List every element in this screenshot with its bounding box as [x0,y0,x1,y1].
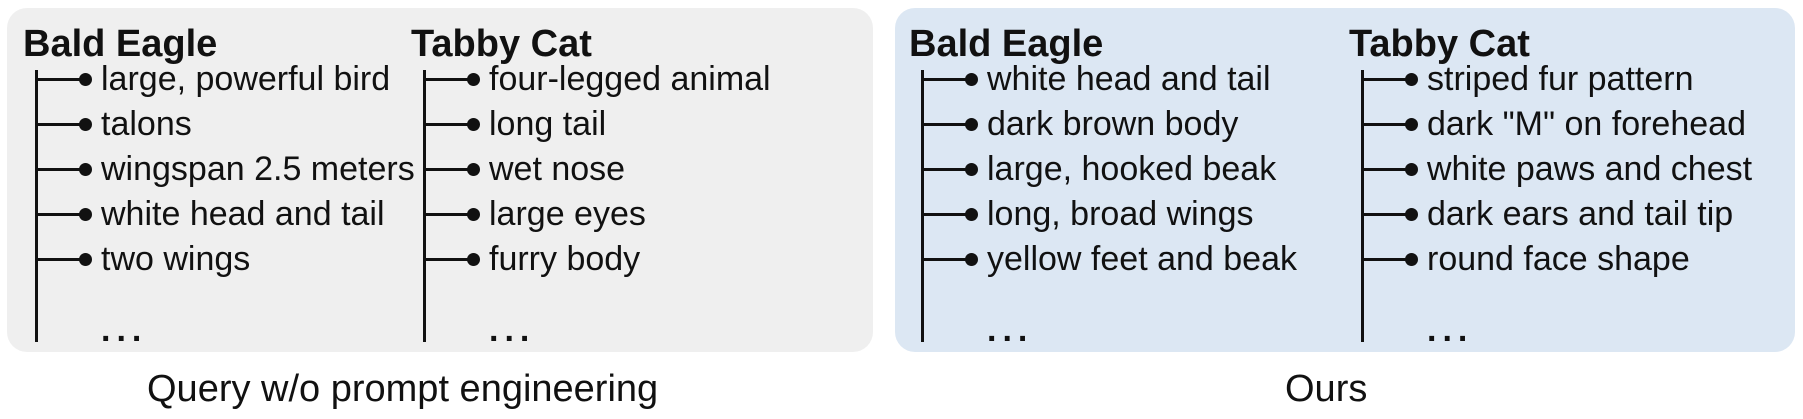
item-label: yellow feet and beak [987,240,1297,278]
bullet-icon [1405,118,1418,131]
item-label: dark ears and tail tip [1427,195,1734,233]
column-title: Bald Eagle [23,23,218,65]
branch-line [1361,78,1411,81]
item-label: round face shape [1427,240,1690,278]
bullet-icon [1405,208,1418,221]
branch-line [921,213,971,216]
bullet-icon [467,208,480,221]
branch-line [423,213,473,216]
item-label: wet nose [489,150,626,188]
caption-baseline: Query w/o prompt engineering [147,368,659,410]
column-title: Tabby Cat [1349,23,1530,65]
item-label: wingspan 2.5 meters [101,150,415,188]
branch-line [35,168,85,171]
item-label: four-legged animal [489,60,771,98]
item-label: long tail [489,105,607,143]
caption-ours: Ours [1285,368,1368,410]
branch-line [1361,258,1411,261]
bullet-icon [965,253,978,266]
branch-line [35,123,85,126]
more-ellipsis: ... [987,311,1034,349]
bullet-icon [965,73,978,86]
bullet-icon [467,73,480,86]
bullet-icon [965,118,978,131]
branch-line [35,213,85,216]
bullet-icon [79,118,92,131]
item-label: furry body [489,240,641,278]
branch-line [423,168,473,171]
tree-trunk-line [35,70,38,342]
bullet-icon [1405,73,1418,86]
item-label: large, powerful bird [101,60,391,98]
more-ellipsis: ... [1427,311,1474,349]
branch-line [1361,168,1411,171]
branch-line [1361,213,1411,216]
bullet-icon [79,163,92,176]
bullet-icon [965,163,978,176]
more-ellipsis: ... [489,311,536,349]
branch-line [1361,123,1411,126]
item-label: dark "M" on forehead [1427,105,1746,143]
bullet-icon [79,208,92,221]
branch-line [423,258,473,261]
branch-line [35,78,85,81]
bullet-icon [467,118,480,131]
branch-line [423,78,473,81]
tree-trunk-line [423,70,426,342]
item-label: two wings [101,240,251,278]
bullet-icon [1405,163,1418,176]
panel-ours: Bald Eagle white head and tail dark brow… [895,8,1795,352]
more-ellipsis: ... [101,311,148,349]
branch-line [921,123,971,126]
item-label: talons [101,105,192,143]
branch-line [423,123,473,126]
branch-line [921,78,971,81]
bullet-icon [965,208,978,221]
tree-trunk-line [1361,70,1364,342]
tree-trunk-line [921,70,924,342]
item-label: dark brown body [987,105,1239,143]
item-label: striped fur pattern [1427,60,1694,98]
item-label: large, hooked beak [987,150,1277,188]
item-label: white paws and chest [1427,150,1753,188]
item-label: white head and tail [101,195,385,233]
panel-baseline: Bald Eagle large, powerful bird talons w… [7,8,873,352]
item-label: white head and tail [987,60,1271,98]
column-title: Bald Eagle [909,23,1104,65]
branch-line [921,258,971,261]
item-label: large eyes [489,195,646,233]
branch-line [35,258,85,261]
branch-line [921,168,971,171]
column-title: Tabby Cat [411,23,592,65]
item-label: long, broad wings [987,195,1254,233]
bullet-icon [467,163,480,176]
bullet-icon [79,253,92,266]
bullet-icon [79,73,92,86]
bullet-icon [467,253,480,266]
bullet-icon [1405,253,1418,266]
